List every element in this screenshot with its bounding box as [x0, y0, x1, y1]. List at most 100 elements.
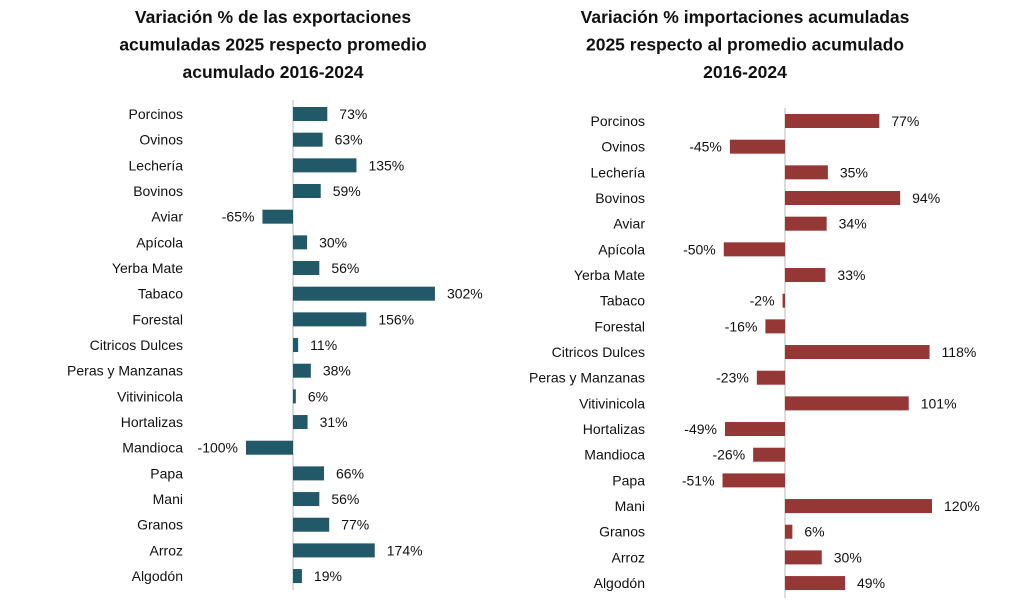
- category-label: Granos: [137, 517, 183, 533]
- data-label: 59%: [333, 183, 361, 199]
- category-label: Arroz: [150, 542, 183, 558]
- bar: [723, 242, 785, 257]
- data-label: -23%: [716, 370, 749, 386]
- data-label: 135%: [368, 157, 404, 173]
- data-label: 38%: [323, 363, 351, 379]
- data-label: 66%: [336, 465, 364, 481]
- category-label: Hortalizas: [583, 421, 645, 437]
- bar: [785, 191, 901, 206]
- category-label: Vitivinicola: [117, 388, 183, 404]
- data-label: 6%: [308, 388, 328, 404]
- chart-title: 2016-2024: [703, 62, 787, 82]
- category-label: Papa: [612, 472, 645, 488]
- chart-title: acumulado 2016-2024: [183, 62, 364, 82]
- bar: [753, 447, 785, 462]
- data-label: 73%: [339, 106, 367, 122]
- data-label: -51%: [682, 472, 715, 488]
- bar: [782, 293, 785, 308]
- bar: [722, 473, 785, 488]
- bar: [293, 415, 308, 430]
- category-label: Papa: [150, 465, 183, 481]
- category-label: Yerba Mate: [112, 260, 183, 276]
- bar: [293, 132, 323, 147]
- data-label: 94%: [912, 190, 940, 206]
- category-label: Lechería: [591, 164, 646, 180]
- data-label: 174%: [387, 542, 423, 558]
- category-label: Porcinos: [591, 113, 645, 129]
- data-label: 34%: [839, 216, 867, 232]
- bar: [293, 158, 357, 173]
- data-label: -50%: [683, 241, 716, 257]
- data-label: 11%: [310, 337, 337, 353]
- bar: [785, 524, 793, 539]
- bar: [729, 139, 785, 154]
- data-label: 19%: [314, 568, 342, 584]
- bar: [293, 569, 302, 584]
- bar: [293, 338, 299, 353]
- category-label: Tabaco: [600, 293, 645, 309]
- bar: [246, 440, 293, 455]
- category-label: Porcinos: [129, 106, 183, 122]
- category-label: Lechería: [129, 157, 184, 173]
- bar: [293, 466, 325, 481]
- category-label: Apícola: [598, 241, 645, 257]
- category-label: Forestal: [594, 318, 645, 334]
- bar: [756, 370, 785, 385]
- bar: [785, 114, 880, 128]
- data-label: 31%: [320, 414, 348, 430]
- bar: [293, 235, 308, 250]
- category-label: Forestal: [132, 311, 183, 327]
- data-label: 56%: [331, 260, 359, 276]
- category-label: Citricos Dulces: [552, 344, 645, 360]
- category-label: Algodón: [132, 568, 183, 584]
- category-label: Apícola: [136, 234, 183, 250]
- data-label: -100%: [198, 440, 238, 456]
- category-label: Peras y Manzanas: [67, 363, 183, 379]
- category-label: Peras y Manzanas: [529, 370, 645, 386]
- category-label: Ovinos: [139, 132, 183, 148]
- category-label: Ovinos: [601, 139, 645, 155]
- data-label: 49%: [857, 575, 885, 591]
- category-label: Yerba Mate: [574, 267, 645, 283]
- bar: [785, 576, 846, 591]
- category-label: Hortalizas: [121, 414, 183, 430]
- data-label: 302%: [447, 286, 483, 302]
- data-label: 118%: [942, 344, 977, 360]
- category-label: Aviar: [151, 209, 183, 225]
- data-label: 6%: [804, 524, 824, 540]
- data-label: 30%: [834, 549, 862, 565]
- bar: [765, 319, 785, 334]
- data-label: 30%: [319, 234, 347, 250]
- data-label: -2%: [750, 293, 775, 309]
- data-label: -26%: [712, 447, 745, 463]
- bar: [724, 422, 785, 437]
- category-label: Algodón: [594, 575, 645, 591]
- bar: [785, 550, 822, 565]
- data-label: -49%: [684, 421, 717, 437]
- data-label: 77%: [891, 113, 919, 129]
- category-label: Granos: [599, 524, 645, 540]
- data-label: 33%: [837, 267, 865, 283]
- bar: [785, 345, 930, 360]
- data-label: 77%: [341, 517, 369, 533]
- bar: [293, 389, 296, 404]
- data-label: 120%: [944, 498, 980, 514]
- bar: [293, 107, 328, 121]
- bar: [785, 499, 932, 514]
- chart-title: Variación % importaciones acumuladas: [581, 7, 910, 27]
- data-label: -65%: [222, 209, 255, 225]
- chart-title: 2025 respecto al promedio acumulado: [586, 35, 904, 55]
- chart-title: acumuladas 2025 respecto promedio: [119, 35, 426, 55]
- bar: [293, 312, 367, 327]
- data-label: 156%: [378, 311, 414, 327]
- category-label: Tabaco: [138, 286, 183, 302]
- category-label: Mani: [153, 491, 183, 507]
- category-label: Citricos Dulces: [90, 337, 183, 353]
- category-label: Mandioca: [122, 440, 183, 456]
- data-label: 101%: [921, 395, 957, 411]
- data-label: 56%: [331, 491, 359, 507]
- bar: [785, 396, 909, 411]
- bar: [293, 184, 321, 199]
- bar: [293, 517, 330, 532]
